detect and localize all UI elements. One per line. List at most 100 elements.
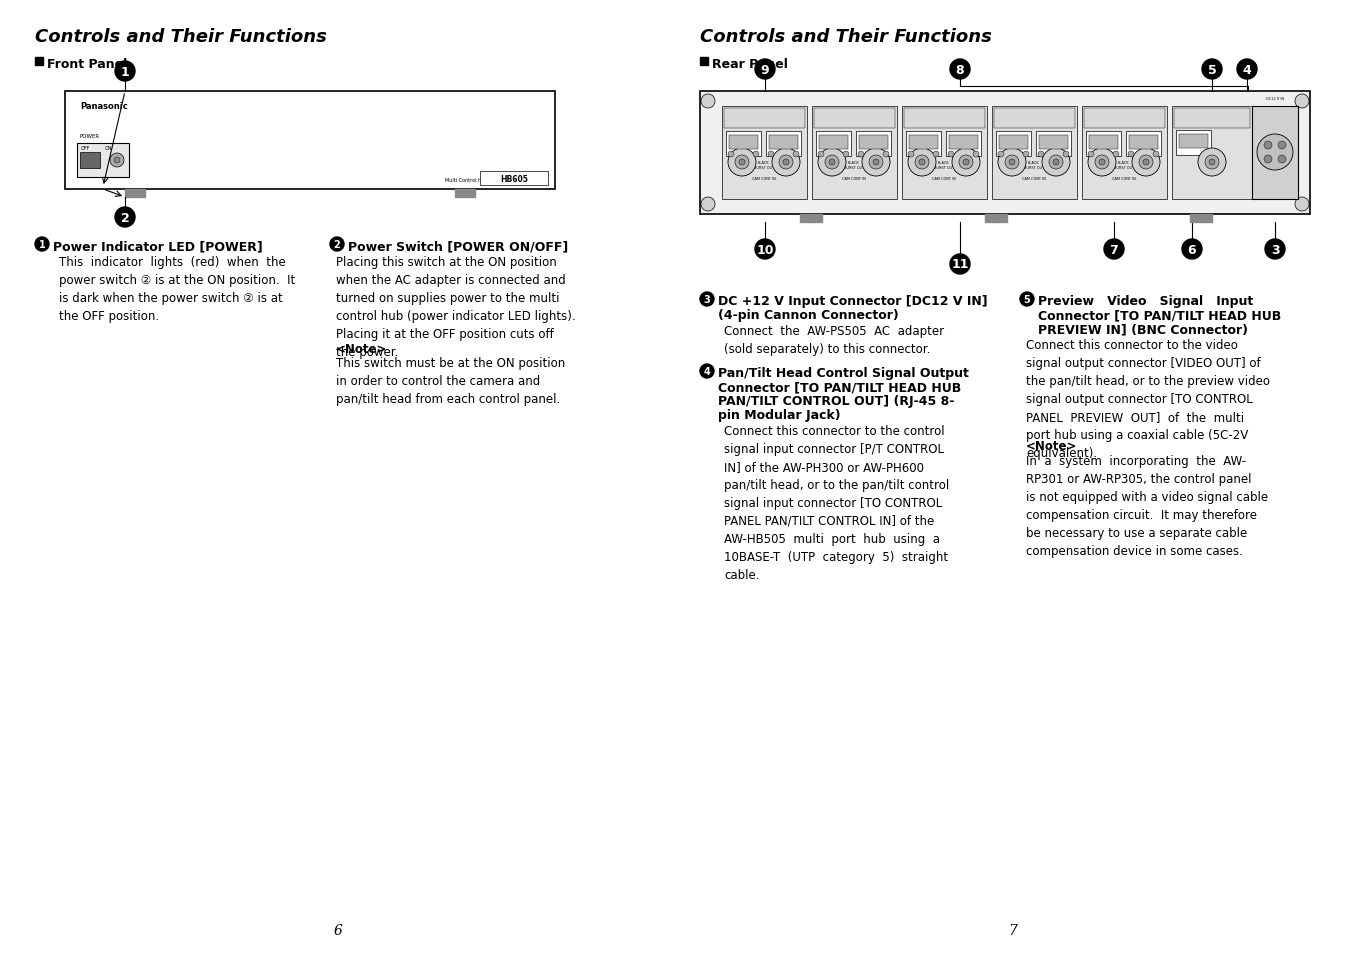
Circle shape — [1278, 142, 1286, 150]
Text: (4-pin Cannon Connector): (4-pin Cannon Connector) — [717, 309, 898, 322]
Circle shape — [1143, 160, 1148, 166]
Text: CAM CONT IN: CAM CONT IN — [932, 177, 957, 181]
Circle shape — [1296, 198, 1309, 212]
Text: 9: 9 — [761, 64, 769, 76]
Text: 2: 2 — [334, 240, 340, 250]
Circle shape — [728, 149, 757, 177]
Circle shape — [1052, 160, 1059, 166]
Circle shape — [862, 149, 890, 177]
Bar — [819, 136, 848, 150]
Text: P/T CONTROL IN: P/T CONTROL IN — [1109, 118, 1139, 122]
Text: Power Indicator LED [POWER]: Power Indicator LED [POWER] — [53, 240, 262, 253]
Circle shape — [330, 237, 345, 252]
Text: Connector [TO PAN/TILT HEAD HUB: Connector [TO PAN/TILT HEAD HUB — [717, 380, 962, 394]
Circle shape — [858, 152, 865, 158]
Bar — [77, 144, 128, 178]
Bar — [998, 136, 1028, 150]
Circle shape — [735, 156, 748, 170]
Circle shape — [1009, 160, 1015, 166]
Text: Connect  the  AW-PS505  AC  adapter
(sold separately) to this connector.: Connect the AW-PS505 AC adapter (sold se… — [724, 325, 944, 355]
Circle shape — [1296, 95, 1309, 109]
Text: This switch must be at the ON position
in order to control the camera and
pan/ti: This switch must be at the ON position i… — [336, 357, 565, 406]
Circle shape — [843, 152, 848, 158]
Circle shape — [1209, 160, 1215, 166]
Text: BLACK: BLACK — [848, 161, 859, 165]
Bar — [766, 132, 801, 157]
Circle shape — [1278, 156, 1286, 164]
Text: PAN/TILT HEAD HUB: PAN/TILT HEAD HUB — [1194, 111, 1229, 115]
Bar — [909, 136, 938, 150]
Text: PREV IN/OUT: PREV IN/OUT — [843, 112, 865, 116]
Bar — [857, 132, 892, 157]
Bar — [815, 109, 894, 129]
Text: PREV IN/OUT: PREV IN/OUT — [932, 112, 955, 116]
Circle shape — [950, 60, 970, 80]
Bar — [455, 190, 476, 198]
Circle shape — [1198, 149, 1225, 177]
Text: 6: 6 — [1188, 243, 1197, 256]
Text: BURST OUT: BURST OUT — [1024, 166, 1044, 170]
Text: DC +12 V Input Connector [DC12 V IN]: DC +12 V Input Connector [DC12 V IN] — [717, 294, 988, 308]
Text: CAM CONT IN: CAM CONT IN — [842, 177, 866, 181]
Circle shape — [1265, 240, 1285, 260]
Text: P/T CONTROL IN: P/T CONTROL IN — [750, 118, 778, 122]
Circle shape — [998, 149, 1025, 177]
Circle shape — [115, 62, 135, 82]
Circle shape — [908, 152, 915, 158]
Text: BLACK: BLACK — [758, 161, 770, 165]
Circle shape — [1202, 60, 1223, 80]
Bar — [800, 214, 821, 223]
Circle shape — [1132, 149, 1161, 177]
Text: PREV IN/OUT: PREV IN/OUT — [1023, 112, 1046, 116]
Text: Rear Panel: Rear Panel — [712, 58, 788, 71]
Circle shape — [1238, 60, 1256, 80]
Bar — [1252, 107, 1298, 200]
Text: P/T CONTROL IN: P/T CONTROL IN — [929, 118, 958, 122]
Text: Placing this switch at the ON position
when the AC adapter is connected and
turn: Placing this switch at the ON position w… — [336, 255, 576, 358]
Circle shape — [817, 149, 846, 177]
Circle shape — [755, 60, 775, 80]
Bar — [1179, 135, 1208, 149]
Text: BURST OUT: BURST OUT — [754, 166, 774, 170]
Bar — [996, 132, 1031, 157]
Bar — [1089, 136, 1119, 150]
Bar — [730, 136, 758, 150]
Bar — [948, 136, 978, 150]
Text: Power Switch [POWER ON/OFF]: Power Switch [POWER ON/OFF] — [349, 240, 569, 253]
Text: Connector [TO PAN/TILT HEAD HUB: Connector [TO PAN/TILT HEAD HUB — [1038, 309, 1281, 322]
Text: Panasonic: Panasonic — [80, 102, 128, 111]
Text: 4: 4 — [704, 367, 711, 376]
Text: Connect this connector to the control
signal input connector [P/T CONTROL
IN] of: Connect this connector to the control si… — [724, 424, 950, 581]
Text: 6: 6 — [334, 923, 342, 937]
Circle shape — [950, 254, 970, 274]
Bar — [721, 107, 807, 200]
Text: 1: 1 — [39, 240, 46, 250]
Bar — [946, 132, 981, 157]
Circle shape — [771, 149, 800, 177]
Text: 7: 7 — [1009, 923, 1017, 937]
Circle shape — [115, 208, 135, 228]
Circle shape — [973, 152, 979, 158]
Text: BLACK: BLACK — [1119, 161, 1129, 165]
Text: 3: 3 — [1271, 243, 1279, 256]
Circle shape — [915, 156, 929, 170]
Text: DC12 V IN: DC12 V IN — [1266, 97, 1283, 101]
Circle shape — [701, 95, 715, 109]
Bar — [480, 172, 549, 186]
Text: In  a  system  incorporating  the  AW-
RP301 or AW-RP305, the control panel
is n: In a system incorporating the AW- RP301 … — [1025, 455, 1269, 558]
Bar — [1190, 214, 1212, 223]
Circle shape — [1182, 240, 1202, 260]
Bar — [724, 109, 805, 129]
Bar — [902, 107, 988, 200]
Circle shape — [1128, 152, 1133, 158]
Text: Multi Control Hub AW-: Multi Control Hub AW- — [444, 177, 499, 182]
Circle shape — [701, 198, 715, 212]
Circle shape — [1042, 149, 1070, 177]
Circle shape — [728, 152, 734, 158]
Circle shape — [869, 156, 884, 170]
Bar — [907, 132, 942, 157]
Bar — [1084, 109, 1165, 129]
Bar — [1174, 109, 1250, 129]
Text: OFF: OFF — [81, 146, 91, 151]
Circle shape — [109, 153, 124, 168]
